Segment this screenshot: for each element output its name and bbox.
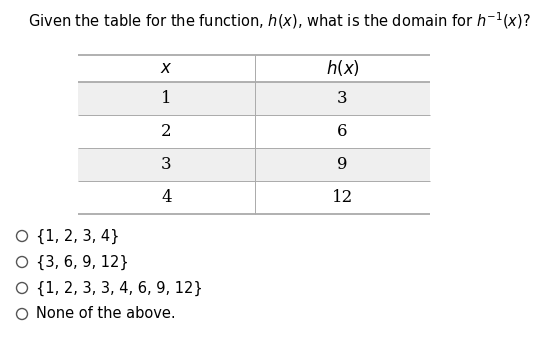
Bar (78, 181, 430, 214)
Text: 3: 3 (161, 156, 172, 173)
Bar (78, 115, 430, 148)
Bar (78, 148, 430, 181)
Text: 1: 1 (161, 90, 172, 107)
Text: $x$: $x$ (160, 60, 173, 77)
Bar (78, 82, 430, 115)
Text: {1, 2, 3, 4}: {1, 2, 3, 4} (36, 228, 119, 243)
Text: 9: 9 (337, 156, 348, 173)
Text: 3: 3 (337, 90, 348, 107)
Text: Given the table for the function, $h(x)$, what is the domain for $h^{-1}(x)$?: Given the table for the function, $h(x)$… (27, 10, 531, 31)
Text: $h(x)$: $h(x)$ (325, 58, 359, 78)
Text: 6: 6 (337, 123, 348, 140)
Text: None of the above.: None of the above. (36, 306, 176, 321)
Text: 2: 2 (161, 123, 172, 140)
Text: 12: 12 (332, 189, 353, 206)
Text: {1, 2, 3, 3, 4, 6, 9, 12}: {1, 2, 3, 3, 4, 6, 9, 12} (36, 280, 203, 296)
Text: 4: 4 (161, 189, 172, 206)
Text: {3, 6, 9, 12}: {3, 6, 9, 12} (36, 255, 129, 270)
